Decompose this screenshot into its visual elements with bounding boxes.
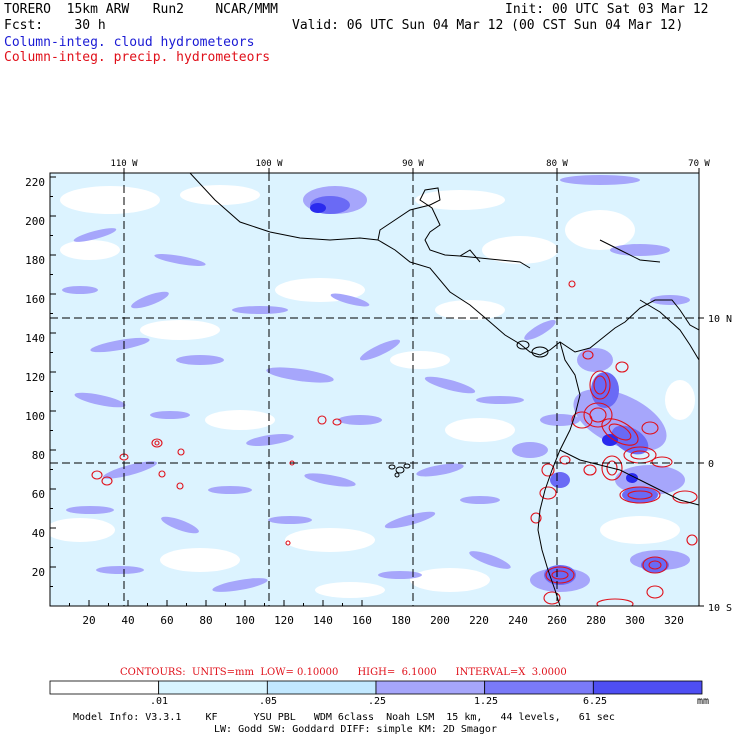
y-tick-label: 80 bbox=[32, 449, 45, 462]
model-title: TORERO 15km ARW Run2 NCAR/MMM bbox=[4, 2, 278, 17]
valid-time: Valid: 06 UTC Sun 04 Mar 12 (00 CST Sun … bbox=[292, 18, 684, 33]
colorbar-label: .05 bbox=[258, 696, 278, 707]
cloud-max bbox=[310, 203, 638, 483]
x-tick-label: 20 bbox=[82, 614, 95, 627]
lon-label-70w: 70 W bbox=[688, 159, 710, 169]
x-tick-label: 320 bbox=[664, 614, 684, 627]
x-tick-label: 300 bbox=[625, 614, 645, 627]
top-lon-labels: 110 W 100 W 90 W 80 W 70 W bbox=[110, 159, 710, 169]
colorbar-segment bbox=[375, 680, 486, 695]
clear-areas bbox=[50, 185, 695, 598]
init-time: Init: 00 UTC Sat 03 Mar 12 bbox=[505, 2, 709, 17]
colorbar-segment bbox=[158, 680, 268, 695]
x-tick-label: 240 bbox=[508, 614, 528, 627]
lon-label-80w: 80 W bbox=[546, 159, 568, 169]
precip-contours bbox=[91, 280, 698, 606]
right-lat-labels: 10 N 0 10 S bbox=[708, 314, 732, 614]
y-tick-label: 40 bbox=[32, 527, 45, 540]
axis-ticks bbox=[49, 168, 704, 607]
x-tick-label: 80 bbox=[199, 614, 212, 627]
colorbar-units: mm bbox=[696, 696, 710, 707]
x-tick-label: 220 bbox=[469, 614, 489, 627]
x-tick-label: 260 bbox=[547, 614, 567, 627]
lat-label-10s: 10 S bbox=[708, 603, 732, 614]
y-tick-label: 160 bbox=[25, 293, 45, 306]
x-tick-label: 100 bbox=[235, 614, 255, 627]
colorbar-segment bbox=[266, 680, 377, 695]
field-cloud-label: Column-integ. cloud hydrometeors bbox=[4, 35, 255, 50]
y-tick-label: 180 bbox=[25, 254, 45, 267]
colorbar-segment bbox=[49, 680, 160, 695]
x-tick-label: 160 bbox=[352, 614, 372, 627]
y-tick-label: 220 bbox=[25, 176, 45, 189]
x-tick-label: 140 bbox=[313, 614, 333, 627]
field-precip-label: Column-integ. precip. hydrometeors bbox=[4, 50, 271, 65]
contour-info: CONTOURS: UNITS=mm LOW= 0.10000 HIGH= 6.… bbox=[120, 667, 567, 678]
model-info: Model Info: V3.3.1 KF YSU PBL WDM 6class… bbox=[73, 712, 615, 723]
coastlines bbox=[189, 173, 699, 606]
colorbar-label: 1.25 bbox=[473, 696, 499, 707]
colorbar-segment bbox=[592, 680, 703, 695]
x-tick-label: 40 bbox=[121, 614, 134, 627]
x-tick-label: 200 bbox=[430, 614, 450, 627]
y-tick-label: 120 bbox=[25, 371, 45, 384]
colorbar-segment bbox=[484, 680, 594, 695]
cloud-cores bbox=[310, 196, 669, 585]
y-tick-labels: 220 200 180 160 140 120 100 80 60 40 20 bbox=[25, 176, 45, 579]
y-tick-label: 60 bbox=[32, 488, 45, 501]
x-tick-label: 280 bbox=[586, 614, 606, 627]
y-tick-label: 20 bbox=[32, 566, 45, 579]
y-tick-label: 200 bbox=[25, 215, 45, 228]
x-tick-label: 120 bbox=[274, 614, 294, 627]
x-tick-labels: 20 40 60 80 100 120 140 160 180 200 220 … bbox=[82, 614, 684, 627]
lon-label-90w: 90 W bbox=[402, 159, 424, 169]
map-frame bbox=[49, 172, 700, 607]
colorbar-label: 6.25 bbox=[582, 696, 608, 707]
colorbar-label: .01 bbox=[149, 696, 169, 707]
physics-info: LW: Godd SW: Goddard DIFF: simple KM: 2D… bbox=[214, 724, 497, 735]
colorbar-label: .25 bbox=[367, 696, 387, 707]
y-tick-label: 140 bbox=[25, 332, 45, 345]
lat-label-0: 0 bbox=[708, 459, 714, 470]
colorbar bbox=[49, 680, 703, 695]
x-tick-label: 180 bbox=[391, 614, 411, 627]
x-tick-label: 60 bbox=[160, 614, 173, 627]
lon-label-100w: 100 W bbox=[255, 159, 283, 169]
lat-label-10n: 10 N bbox=[708, 314, 732, 325]
lon-label-110w: 110 W bbox=[110, 159, 138, 169]
latlon-grid bbox=[50, 173, 699, 606]
forecast-hour: Fcst: 30 h bbox=[4, 18, 106, 33]
y-tick-label: 100 bbox=[25, 410, 45, 423]
